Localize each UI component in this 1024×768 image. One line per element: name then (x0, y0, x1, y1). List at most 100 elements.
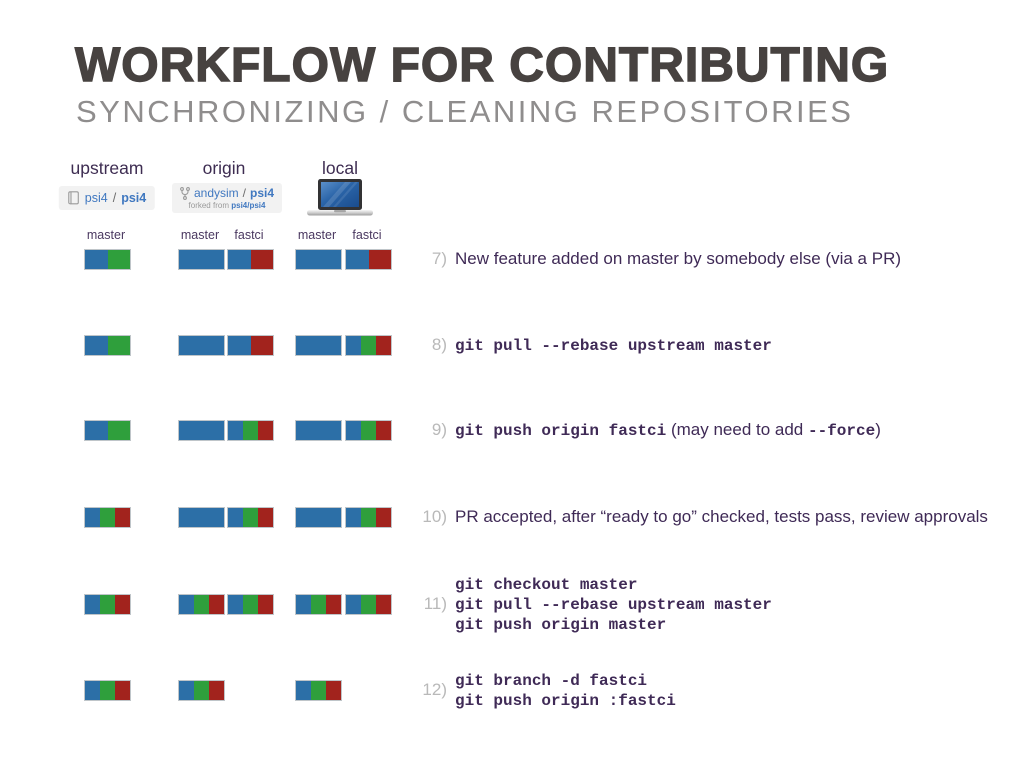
bar-segment-green (100, 681, 115, 700)
bar-segment-blue (85, 336, 108, 355)
bar-segment-red (250, 250, 273, 269)
bar-segment-blue (179, 250, 224, 269)
bar-segment-blue (346, 595, 361, 614)
bar-segment-blue (296, 508, 341, 527)
bar-segment-red (376, 508, 391, 527)
git-bar-origin-master (178, 680, 225, 701)
bar-segment-blue (179, 595, 194, 614)
git-bar-origin-fastci (227, 335, 274, 356)
bar-segment-red (115, 595, 130, 614)
bar-segment-red (258, 508, 273, 527)
bar-segment-green (100, 508, 115, 527)
git-bar-origin-master (178, 507, 225, 528)
step-annotation-9: 9) git push origin fastci (may need to ad… (407, 420, 881, 440)
git-command-text: git pull --rebase upstream master (455, 595, 772, 614)
bar-segment-red (326, 681, 341, 700)
git-command-text: git push origin master (455, 615, 667, 634)
git-bar-local-master (295, 507, 342, 528)
step-number: 8) (431, 334, 447, 354)
bar-segment-blue (346, 336, 361, 355)
git-bar-local-fastci (345, 249, 392, 270)
bar-segment-blue (85, 681, 100, 700)
bar-segment-red (368, 250, 391, 269)
bar-segment-red (326, 595, 341, 614)
step-text: git branch -d fastci git push origin :fas… (455, 670, 676, 710)
bar-segment-green (194, 595, 209, 614)
repo-name: psi4 (250, 186, 275, 200)
bar-segment-blue (296, 681, 311, 700)
step-text-line: git pull --rebase upstream master (455, 335, 772, 355)
bar-segment-green (194, 681, 209, 700)
step-annotation-12: 12) git branch -d fastci git push origin :… (407, 670, 676, 710)
bar-segment-blue (228, 595, 243, 614)
git-bar-origin-master (178, 335, 225, 356)
git-bar-local-master (295, 420, 342, 441)
bar-segment-red (376, 336, 391, 355)
bar-segment-green (243, 421, 258, 440)
git-bar-origin-fastci (227, 507, 274, 528)
fork-badge-line2: forked from psi4/psi4 (189, 201, 266, 210)
step-text: PR accepted, after “ready to go” checked… (455, 507, 988, 527)
step-text: git push origin fastci (may need to add … (455, 420, 881, 440)
step-number: 12) (422, 679, 447, 699)
bar-segment-green (100, 595, 115, 614)
description-text: (may need to add (666, 419, 808, 439)
git-bar-origin-fastci (227, 594, 274, 615)
step-text: New feature added on master by somebody … (455, 249, 901, 269)
description-text: ) (875, 419, 881, 439)
step-text: git checkout master git pull --rebase ups… (455, 574, 772, 634)
git-bar-origin-master (178, 249, 225, 270)
bar-segment-blue (179, 336, 224, 355)
git-bar-local-master (295, 594, 342, 615)
bar-segment-green (311, 681, 326, 700)
bar-segment-blue (228, 336, 251, 355)
bar-segment-blue (296, 421, 341, 440)
git-bar-local-master (295, 335, 342, 356)
repo-owner: andysim (193, 186, 239, 200)
bar-segment-blue (179, 421, 224, 440)
bar-segment-blue (228, 421, 243, 440)
column-header-local: local (322, 158, 358, 178)
branch-label-upstream-master: master (86, 228, 126, 242)
git-command-text: --force (808, 421, 876, 440)
step-text-line: git pull --rebase upstream master (455, 594, 772, 614)
bar-segment-blue (296, 595, 311, 614)
repo-owner: psi4 (84, 191, 108, 205)
git-bar-upstream-master (84, 594, 131, 615)
bar-segment-blue (85, 250, 108, 269)
bar-segment-red (376, 595, 391, 614)
repo-badge-upstream: psi4 / psi4 (58, 186, 156, 210)
bar-segment-green (107, 421, 130, 440)
bar-segment-green (243, 508, 258, 527)
git-command-text: git push origin fastci (455, 421, 667, 440)
bar-segment-green (107, 250, 130, 269)
step-text-line: git push origin :fastci (455, 690, 676, 710)
git-bar-local-fastci (345, 335, 392, 356)
git-command-text: git branch -d fastci (455, 671, 648, 690)
fork-icon (180, 186, 190, 200)
bar-segment-blue (179, 508, 224, 527)
bar-segment-green (311, 595, 326, 614)
git-bar-local-master (295, 249, 342, 270)
forked-from-repo: psi4/psi4 (231, 201, 266, 210)
bar-segment-red (115, 681, 130, 700)
step-number: 9) (431, 419, 447, 439)
repo-separator: / (242, 186, 247, 200)
git-command-text: git pull --rebase upstream master (455, 336, 772, 355)
git-bar-origin-master (178, 420, 225, 441)
step-annotation-7: 7) New feature added on master by somebod… (407, 249, 901, 269)
bar-segment-red (209, 595, 224, 614)
git-bar-local-master (295, 680, 342, 701)
step-number: 11) (423, 593, 447, 613)
git-bar-local-fastci (345, 507, 392, 528)
repo-icon (68, 191, 80, 205)
git-bar-upstream-master (84, 335, 131, 356)
bar-segment-green (107, 336, 130, 355)
git-bar-origin-master (178, 594, 225, 615)
git-command-text: git push origin :fastci (455, 691, 676, 710)
bar-segment-red (258, 421, 273, 440)
bar-segment-blue (228, 250, 251, 269)
bar-segment-red (115, 508, 130, 527)
repo-separator: / (112, 191, 117, 205)
